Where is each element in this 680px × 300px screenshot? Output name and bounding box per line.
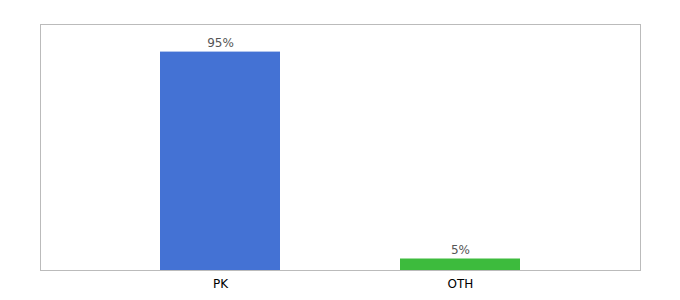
svg-text:PK: PK [213, 277, 229, 291]
svg-text:95%: 95% [207, 36, 234, 50]
svg-text:OTH: OTH [448, 277, 474, 291]
svg-text:5%: 5% [451, 243, 470, 257]
